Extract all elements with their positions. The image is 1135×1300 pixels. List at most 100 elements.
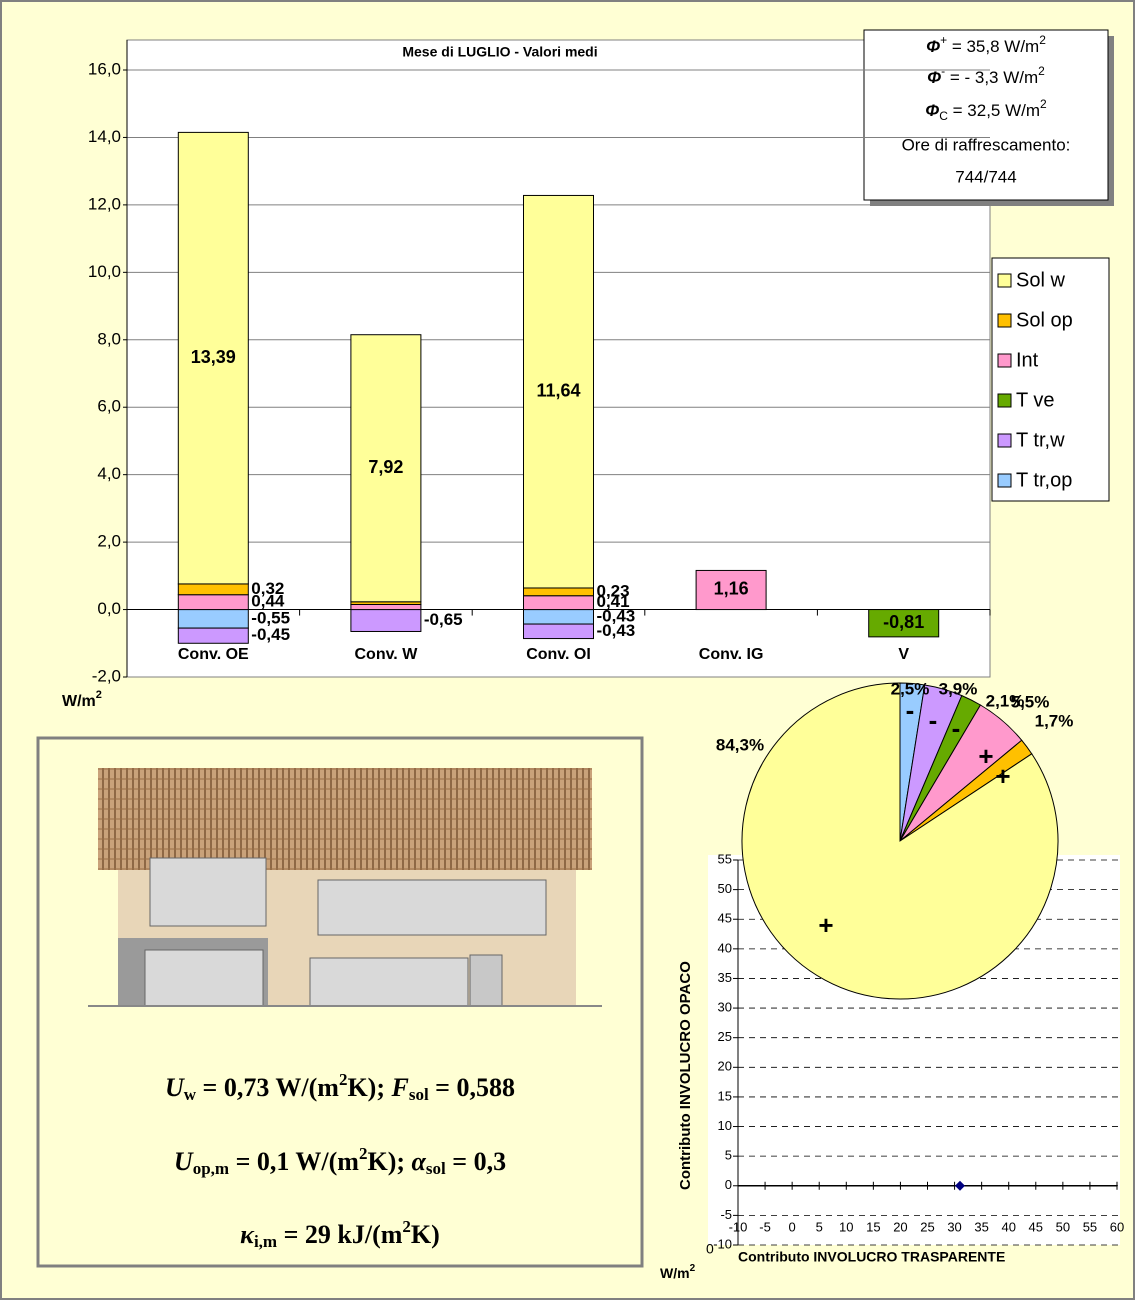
f-text: = 0,1 W/(m: [229, 1147, 359, 1176]
bar-segment: [177, 594, 249, 611]
pie-sign: -: [906, 695, 915, 725]
y-tick-label: 50: [718, 881, 732, 896]
f-sup: 2: [359, 1144, 368, 1163]
info-line: 744/744: [955, 167, 1016, 186]
legend-box: [991, 257, 1110, 502]
formula: Uw = 0,73 W/(m2K); Fsol = 0,588: [165, 1070, 515, 1104]
legend-label: T ve: [1016, 389, 1055, 411]
window: [149, 857, 267, 927]
data-label: 0,23: [597, 581, 630, 600]
bar-segment: [523, 609, 594, 625]
formula: Uop,m = 0,1 W/(m2K); αsol = 0,3: [174, 1144, 506, 1178]
door: [469, 954, 503, 1007]
f-text: = 0,3: [446, 1147, 506, 1176]
y-tick-label: 0,0: [97, 599, 121, 618]
bar-segment: [177, 583, 249, 596]
info-sym: Φ: [927, 68, 941, 87]
bar-segment: [523, 587, 594, 597]
info-text: = - 3,3 W/m: [945, 68, 1038, 87]
info-sub: C: [939, 109, 948, 123]
formula: κi,m = 29 kJ/(m2K): [240, 1217, 440, 1251]
pie-sign: +: [978, 741, 993, 771]
y-tick-label: -5: [720, 1207, 732, 1222]
info-line: Ore di raffrescamento:: [902, 135, 1071, 154]
legend-swatch: [997, 393, 1012, 408]
x-tick-label: -5: [759, 1219, 771, 1234]
garage-door: [144, 949, 264, 1007]
scatter-corner: 0: [706, 1241, 714, 1257]
legend-swatch: [997, 353, 1012, 368]
bar-segment: [695, 569, 767, 611]
bar-segment: [523, 623, 594, 640]
y-label-clip: Contributo INVOLUCRO OPACO: [677, 961, 694, 1190]
legend-swatch: [997, 473, 1012, 488]
data-label: 11,64: [536, 380, 580, 400]
pie-sign: -: [952, 713, 961, 743]
pie-label: 2,5%: [891, 679, 930, 698]
bar-segment: [177, 609, 249, 629]
data-label: -0,45: [251, 625, 290, 644]
info-line: ΦC = 32,5 W/m2: [925, 97, 1047, 123]
info-lines: Φ+ = 35,8 W/m2 Φ- = - 3,3 W/m2 ΦC = 32,5…: [902, 33, 1071, 186]
x-tick-label: V: [898, 646, 909, 663]
bar-segment: [523, 194, 594, 589]
data-label: 0,44: [251, 592, 285, 611]
y-tick-label: 6,0: [97, 397, 121, 416]
unit-sup: 2: [690, 1263, 696, 1274]
x-tick-label: 60: [1110, 1219, 1124, 1234]
y-tick-label: 12,0: [88, 194, 121, 213]
pie-sign: +: [818, 910, 833, 940]
pie-sign: +: [995, 761, 1010, 791]
pie-label: 3,9%: [939, 679, 978, 698]
pie-sign: -: [929, 705, 938, 735]
scatter-y-label: Contributo INVOLUCRO OPACO: [677, 961, 694, 1190]
info-sym: Φ: [926, 37, 940, 56]
y-tick-label: 2,0: [97, 532, 121, 551]
f-sub: sol: [426, 1159, 446, 1178]
x-tick-label: 10: [839, 1219, 853, 1234]
info-line: Φ- = - 3,3 W/m2: [927, 64, 1045, 87]
x-tick-label: Conv. W: [354, 646, 418, 663]
y-unit-text: W/m: [62, 693, 96, 710]
y-tick-label: 45: [718, 911, 732, 926]
info-text: = 35,8 W/m: [947, 37, 1039, 56]
info-sup: 2: [1038, 64, 1045, 78]
x-tick-label: Conv. OI: [526, 646, 591, 663]
data-label: -0,43: [597, 621, 636, 640]
f-sub: w: [184, 1085, 197, 1104]
y-tick-label: 10: [718, 1118, 732, 1133]
chart-title: Mese di LUGLIO - Valori medi: [402, 44, 597, 60]
info-line: Φ+ = 35,8 W/m2: [926, 33, 1046, 56]
data-label: -0,43: [597, 606, 636, 625]
f-sub: sol: [409, 1085, 429, 1104]
f-sym: U: [165, 1073, 185, 1102]
legend-swatch: [997, 433, 1012, 448]
unit-text: W/m: [660, 1265, 690, 1281]
legend-label: T tr,w: [1016, 429, 1065, 451]
legend-label: Sol op: [1016, 309, 1073, 331]
y-tick-label: 40: [718, 940, 732, 955]
pie-label: 2,1%: [986, 691, 1025, 710]
f-text: = 29 kJ/(m: [277, 1220, 403, 1249]
x-tick-label: 0: [789, 1219, 796, 1234]
y-tick-label: 15: [718, 1088, 732, 1103]
f-text: K);: [367, 1147, 411, 1176]
data-label: -0,81: [883, 612, 924, 632]
y-tick-label: 25: [718, 1029, 732, 1044]
y-tick-label: 30: [718, 1000, 732, 1015]
y-tick-label: 8,0: [97, 329, 121, 348]
f-sym: F: [390, 1073, 408, 1102]
pie-label: 84,3%: [716, 735, 764, 754]
info-text: = 32,5 W/m: [948, 101, 1040, 120]
pie-label: 1,7%: [1035, 711, 1074, 730]
pie-label: 5,5%: [1011, 692, 1050, 711]
scatter-point: [954, 1180, 965, 1191]
bar-segment: [868, 609, 940, 638]
f-sym: U: [174, 1147, 194, 1176]
y-tick-label: 16,0: [88, 59, 121, 78]
legend-label: Sol w: [1016, 269, 1065, 291]
data-label: -0,65: [424, 610, 463, 629]
x-tick-label: -10: [729, 1219, 748, 1234]
legend-label: Int: [1016, 349, 1039, 371]
